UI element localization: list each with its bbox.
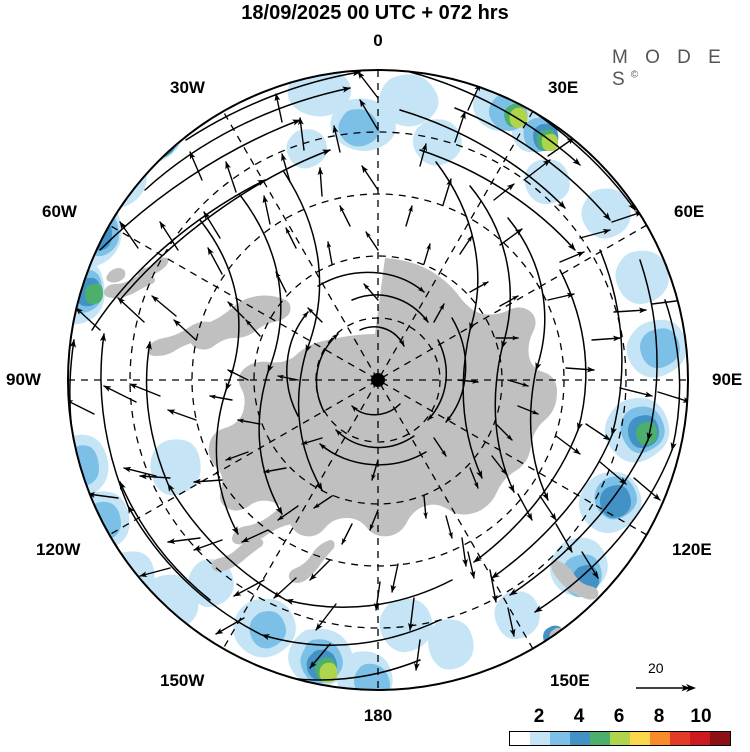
reference-vector-label: 20 — [648, 660, 664, 676]
colorbar-band-1 — [530, 732, 550, 745]
reference-vector-arrow — [636, 684, 696, 692]
lon-label-120w: 120W — [36, 540, 81, 559]
colorbar-band-6 — [630, 732, 650, 745]
lon-label-30w: 30W — [170, 78, 205, 97]
colorbar — [509, 731, 731, 746]
colorbar-band-3 — [570, 732, 590, 745]
graticule — [68, 70, 688, 690]
modes-logo-text: M O D E S — [612, 47, 727, 90]
colorbar-band-10 — [710, 732, 730, 745]
colorbar-band-7 — [650, 732, 670, 745]
lon-label-90w: 90W — [6, 370, 41, 389]
colorbar-band-9 — [690, 732, 710, 745]
colorbar-band-5 — [610, 732, 630, 745]
lon-label-0: 0 — [373, 31, 383, 50]
lon-label-150e: 150E — [550, 671, 590, 690]
globe-outline — [67, 69, 689, 691]
colorbar-tick-8: 8 — [653, 706, 665, 727]
reference-vector: 20 — [634, 660, 714, 700]
lon-label-150w: 150W — [160, 671, 205, 690]
lon-label-120e: 120E — [672, 540, 712, 559]
colorbar-band-2 — [550, 732, 570, 745]
colorbar-tick-4: 4 — [573, 706, 585, 727]
colorbar-ticks: 2 4 6 8 10 — [509, 706, 731, 730]
colorbar-band-4 — [590, 732, 610, 745]
page-title: 18/09/2025 00 UTC + 072 hrs — [241, 2, 509, 24]
colorbar-tick-6: 6 — [613, 706, 625, 727]
colorbar-band-8 — [670, 732, 690, 745]
lon-label-180: 180 — [363, 706, 393, 725]
colorbar-tick-2: 2 — [533, 706, 545, 727]
lon-label-90e: 90E — [712, 370, 743, 389]
south-pole-dot — [371, 373, 385, 387]
colorbar-tick-10: 10 — [690, 706, 712, 727]
wind-vectors — [68, 71, 688, 671]
lon-label-30e: 30E — [548, 78, 579, 97]
modes-logo: M O D E S© — [612, 47, 750, 91]
lon-label-60w: 60W — [42, 202, 77, 221]
lon-label-60e: 60E — [674, 202, 705, 221]
copyright-icon: © — [630, 69, 639, 81]
colorbar-band-0 — [510, 732, 530, 745]
